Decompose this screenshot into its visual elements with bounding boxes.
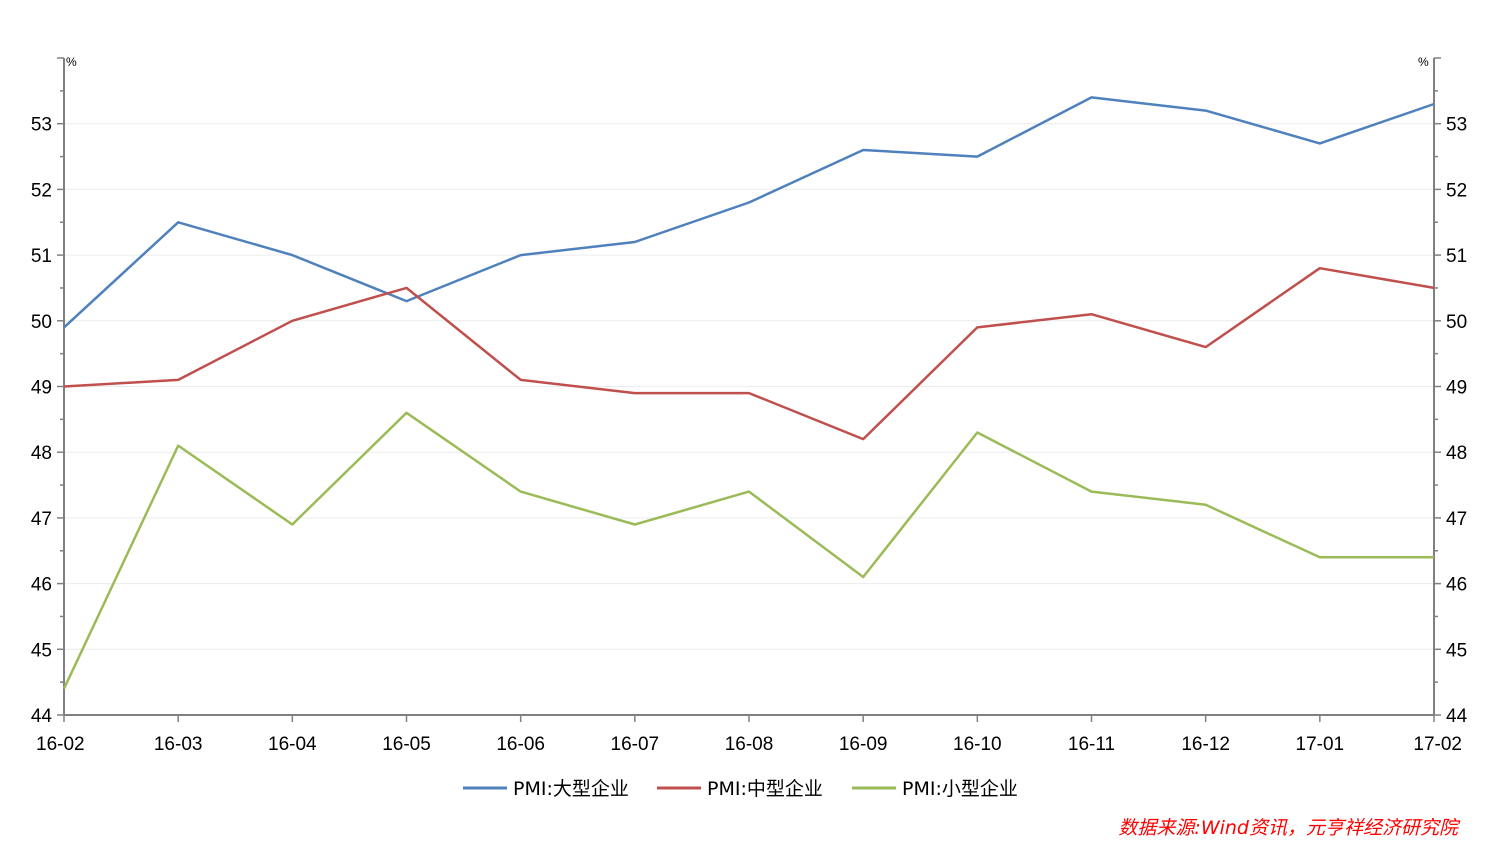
series-lines — [62, 96, 1435, 690]
y-axis-left-ticks: 44 45 46 47 48 49 50 51 52 53 — [31, 57, 64, 727]
y-tick-label-left: 53 — [31, 115, 52, 136]
y-tick-label-right: 52 — [1446, 180, 1467, 201]
y-axis-right-ticks: 44 45 46 47 48 49 50 51 52 53 — [1434, 57, 1468, 727]
x-tick-label: 17-01 — [1296, 734, 1345, 755]
y-tick-label-left: 51 — [31, 246, 52, 267]
y-tick-label-right: 44 — [1446, 706, 1468, 727]
x-tick-label: 16-06 — [496, 734, 545, 755]
x-tick-label: 16-09 — [839, 734, 888, 755]
y-tick-label-left: 45 — [31, 640, 52, 661]
series-line-3 — [62, 411, 1434, 690]
x-tick-label: 16-04 — [268, 734, 317, 755]
x-tick-label: 16-12 — [1181, 734, 1230, 755]
legend-label-2: PMI:中型企业 — [707, 778, 823, 800]
y-axis-left-unit: % — [66, 55, 77, 69]
series-line-2 — [63, 266, 1435, 441]
y-axis-right-unit: % — [1418, 55, 1429, 69]
x-tick-label: 17-02 — [1413, 734, 1462, 755]
y-tick-label-left: 48 — [31, 443, 52, 464]
x-tick-label: 16-11 — [1068, 734, 1115, 755]
y-tick-label-right: 51 — [1446, 246, 1467, 267]
series-line-1 — [63, 96, 1435, 329]
y-tick-label-left: 52 — [31, 180, 52, 201]
x-tick-label: 16-02 — [36, 734, 85, 755]
x-tick-label: 16-10 — [953, 734, 1002, 755]
x-tick-label: 16-07 — [611, 734, 660, 755]
x-tick-label: 16-08 — [725, 734, 774, 755]
y-tick-label-left: 49 — [31, 378, 52, 399]
y-tick-label-right: 49 — [1446, 378, 1467, 399]
legend-label-3: PMI:小型企业 — [902, 778, 1018, 800]
y-tick-label-right: 45 — [1446, 640, 1467, 661]
x-tick-label: 16-05 — [382, 734, 431, 755]
y-tick-label-left: 47 — [31, 509, 52, 530]
y-tick-label-right: 46 — [1446, 575, 1467, 596]
y-tick-label-left: 50 — [31, 312, 52, 333]
y-tick-label-left: 46 — [31, 575, 52, 596]
source-note: 数据来源:Wind资讯，元亨祥经济研究院 — [1118, 817, 1461, 839]
y-tick-label-left: 44 — [31, 706, 53, 727]
x-axis-ticks: 16-02 16-03 16-04 16-05 16-06 16-07 16-08 16-09… — [36, 715, 1462, 755]
legend: PMI:大型企业 PMI:中型企业 PMI:小型企业 — [463, 778, 1018, 800]
legend-label-1: PMI:大型企业 — [513, 778, 629, 800]
y-tick-label-right: 53 — [1446, 115, 1467, 136]
x-tick-label: 16-03 — [154, 734, 203, 755]
y-tick-label-right: 47 — [1446, 509, 1467, 530]
y-tick-label-right: 48 — [1446, 443, 1467, 464]
y-tick-label-right: 50 — [1446, 312, 1467, 333]
